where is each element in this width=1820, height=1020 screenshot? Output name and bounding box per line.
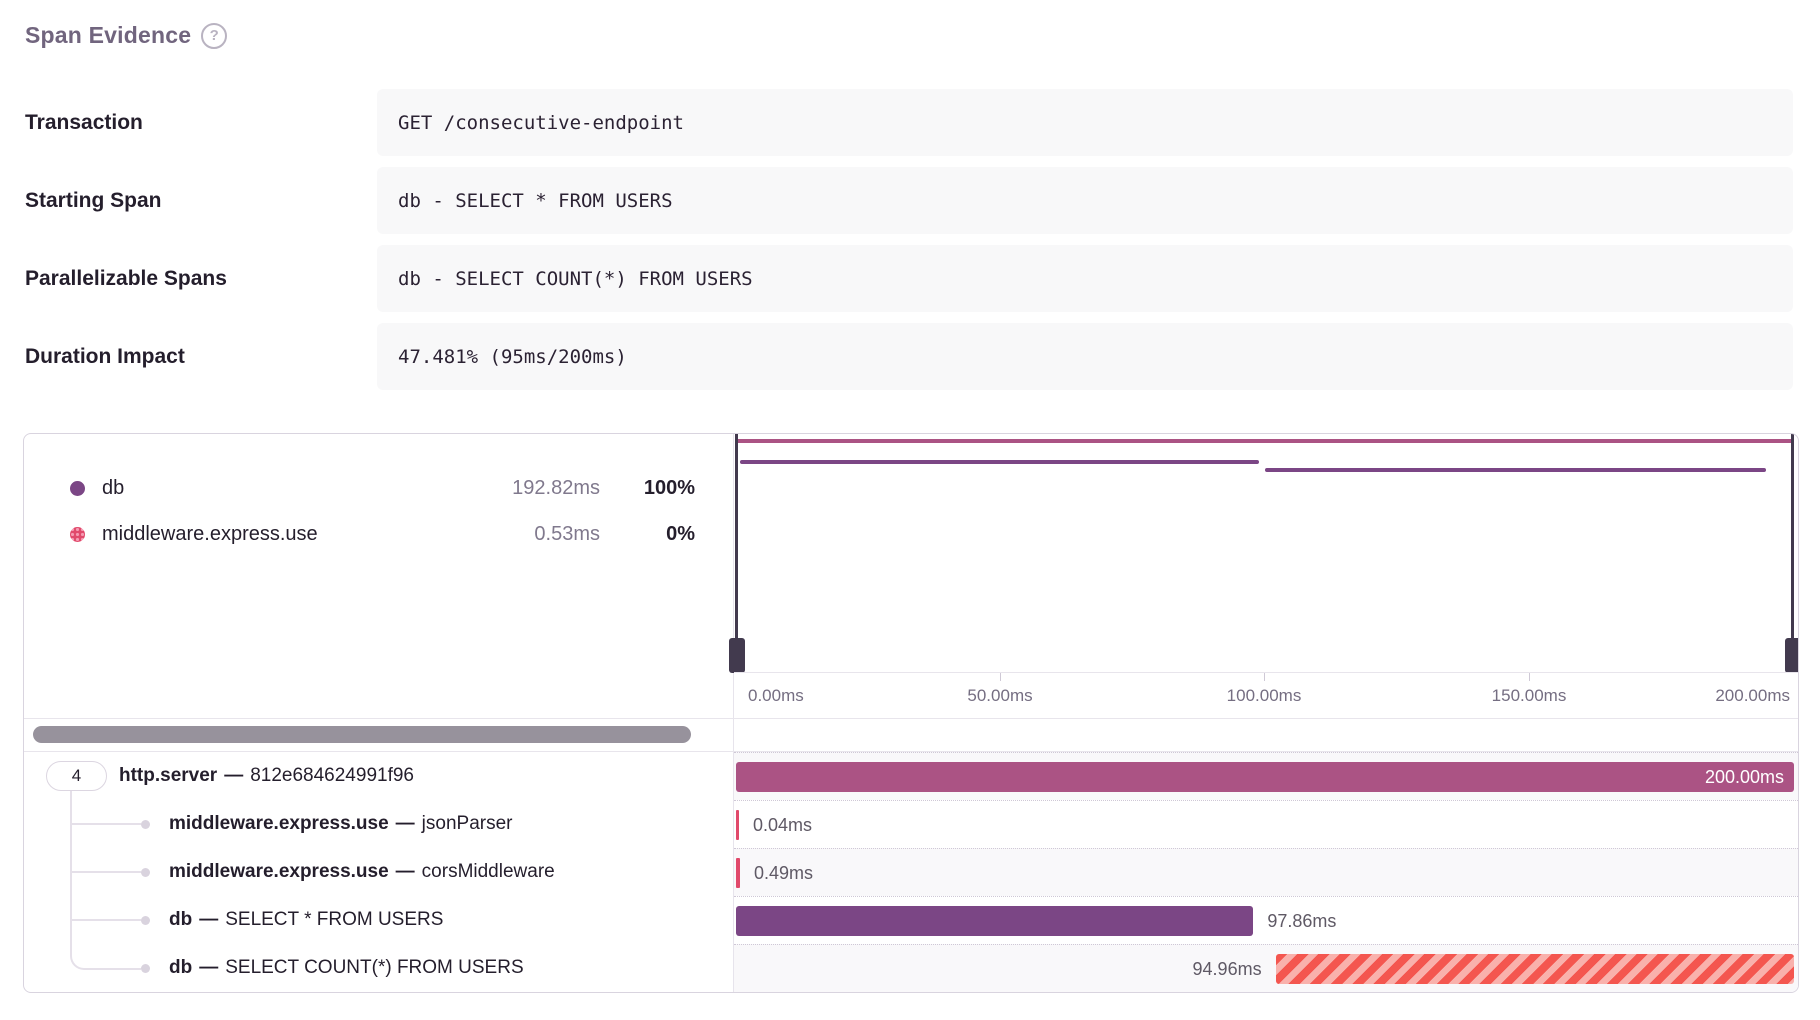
trace-view-panel: db 192.82ms 100% middleware.express.use … bbox=[23, 433, 1799, 993]
legend-duration: 0.53ms bbox=[534, 522, 600, 545]
tree-node-dot-icon bbox=[141, 915, 150, 925]
tree-connector-line bbox=[70, 823, 141, 825]
separator-dash: — bbox=[199, 909, 219, 930]
span-duration-label: 94.96ms bbox=[1192, 959, 1262, 979]
scrollbar-thumb[interactable] bbox=[33, 726, 691, 743]
legend-duration: 192.82ms bbox=[512, 476, 600, 499]
tree-connector-line bbox=[70, 871, 141, 873]
separator-dash: — bbox=[199, 957, 219, 978]
minimap-span-db-count bbox=[1265, 468, 1767, 472]
tree-node-dot-icon bbox=[141, 867, 150, 877]
span-description: jsonParser bbox=[421, 813, 513, 834]
span-op: db bbox=[169, 957, 193, 978]
span-bar-corsmiddleware[interactable]: 0.49ms bbox=[736, 858, 813, 888]
span-bar-db-count-hatched[interactable]: 94.96ms bbox=[1193, 954, 1794, 984]
tree-connector-elbow bbox=[70, 942, 141, 970]
evidence-value: db - SELECT * FROM USERS bbox=[377, 167, 1793, 234]
tree-connector-line bbox=[70, 791, 72, 942]
page-title: Span Evidence bbox=[25, 22, 192, 48]
minimap-left-drag-handle[interactable] bbox=[728, 434, 745, 673]
span-tree: 4 http.server — 812e684624991f96 middlewar… bbox=[24, 752, 734, 992]
axis-label-50ms: 50.00ms bbox=[967, 685, 1033, 705]
axis-tick bbox=[1000, 673, 1001, 681]
evidence-label: Transaction bbox=[25, 110, 143, 134]
waterfall-row-jsonparser[interactable]: 0.04ms bbox=[734, 800, 1798, 848]
waterfall-row-http-server[interactable]: 200.00ms bbox=[734, 752, 1798, 800]
span-description: 812e684624991f96 bbox=[250, 765, 414, 786]
span-bar-http-server[interactable]: 200.00ms bbox=[736, 762, 1794, 792]
evidence-value: GET /consecutive-endpoint bbox=[377, 89, 1793, 156]
minimap-span-db-select bbox=[740, 460, 1259, 464]
span-description: corsMiddleware bbox=[421, 861, 555, 882]
waterfall-row-db-count[interactable]: 94.96ms bbox=[734, 944, 1798, 992]
separator-dash: — bbox=[395, 861, 415, 882]
span-evidence-table: Transaction GET /consecutive-endpoint St… bbox=[0, 89, 1820, 401]
span-tree-row-http-server[interactable]: 4 http.server — 812e684624991f96 bbox=[24, 752, 733, 800]
span-evidence-header: Span Evidence ? bbox=[25, 22, 228, 49]
span-duration-label: 200.00ms bbox=[1704, 767, 1784, 787]
axis-tick bbox=[1529, 673, 1530, 681]
span-tree-row-db-select[interactable]: db — SELECT * FROM USERS bbox=[24, 896, 733, 944]
legend-op: middleware.express.use bbox=[102, 522, 318, 545]
evidence-row-transaction: Transaction GET /consecutive-endpoint bbox=[0, 89, 1820, 156]
span-duration-label: 0.04ms bbox=[753, 815, 813, 835]
legend-row-middleware[interactable]: middleware.express.use 0.53ms 0% bbox=[24, 511, 733, 557]
evidence-row-parallelizable-spans: Parallelizable Spans db - SELECT COUNT(*… bbox=[0, 245, 1820, 312]
evidence-label: Parallelizable Spans bbox=[25, 266, 227, 290]
minimap-right-drag-handle[interactable] bbox=[1784, 434, 1798, 673]
span-op: http.server bbox=[119, 765, 218, 786]
drag-grip-icon[interactable] bbox=[728, 638, 745, 673]
db-legend-dot-icon bbox=[70, 480, 85, 496]
legend-percent: 0% bbox=[666, 522, 695, 545]
children-count-badge[interactable]: 4 bbox=[46, 761, 107, 791]
span-legend: db 192.82ms 100% middleware.express.use … bbox=[24, 434, 733, 557]
tree-node-dot-icon bbox=[141, 963, 150, 973]
span-op: db bbox=[169, 909, 193, 930]
evidence-label: Starting Span bbox=[25, 188, 162, 212]
axis-label-200ms: 200.00ms bbox=[1715, 685, 1790, 705]
evidence-label: Duration Impact bbox=[25, 344, 185, 368]
axis-label-100ms: 100.00ms bbox=[1226, 685, 1302, 705]
span-bar-db-select[interactable]: 97.86ms bbox=[736, 906, 1336, 936]
legend-op: db bbox=[102, 476, 125, 499]
tree-connector-line bbox=[70, 919, 141, 921]
axis-tick bbox=[1264, 673, 1265, 681]
waterfall-row-corsmiddleware[interactable]: 0.49ms bbox=[734, 848, 1798, 896]
axis-label-0ms: 0.00ms bbox=[748, 685, 804, 705]
trace-minimap[interactable] bbox=[728, 434, 1798, 673]
waterfall-row-db-select[interactable]: 97.86ms bbox=[734, 896, 1798, 944]
circle-question-icon[interactable]: ? bbox=[201, 22, 228, 49]
span-bar-jsonparser[interactable]: 0.04ms bbox=[736, 810, 812, 840]
legend-percent: 100% bbox=[643, 476, 695, 499]
separator-dash: — bbox=[395, 813, 415, 834]
evidence-row-starting-span: Starting Span db - SELECT * FROM USERS bbox=[0, 167, 1820, 234]
minimap-time-axis: 0.00ms 50.00ms 100.00ms 150.00ms 200.00m… bbox=[734, 672, 1798, 718]
middleware-legend-dot-icon bbox=[70, 526, 85, 542]
span-duration-label: 0.49ms bbox=[754, 863, 814, 883]
span-duration-label: 97.86ms bbox=[1267, 911, 1337, 931]
axis-label-150ms: 150.00ms bbox=[1491, 685, 1567, 705]
scrollbar-track[interactable] bbox=[24, 719, 734, 751]
minimap-span-http-server bbox=[736, 439, 1794, 443]
scrollbar-row bbox=[24, 718, 1798, 752]
minimap-timeline bbox=[736, 434, 1794, 672]
drag-grip-icon[interactable] bbox=[1784, 638, 1798, 673]
span-description: SELECT COUNT(*) FROM USERS bbox=[225, 957, 524, 978]
separator-dash: — bbox=[224, 765, 244, 786]
span-op: middleware.express.use bbox=[169, 813, 389, 834]
evidence-row-duration-impact: Duration Impact 47.481% (95ms/200ms) bbox=[0, 323, 1820, 390]
span-tree-row-jsonparser[interactable]: middleware.express.use — jsonParser bbox=[24, 800, 733, 848]
span-tree-row-db-count[interactable]: db — SELECT COUNT(*) FROM USERS bbox=[24, 944, 733, 992]
evidence-value: 47.481% (95ms/200ms) bbox=[377, 323, 1793, 390]
tree-node-dot-icon bbox=[141, 819, 150, 829]
legend-row-db[interactable]: db 192.82ms 100% bbox=[24, 465, 733, 511]
span-op: middleware.express.use bbox=[169, 861, 389, 882]
span-description: SELECT * FROM USERS bbox=[225, 909, 444, 930]
span-waterfall: 200.00ms 0.04ms 0.49ms bbox=[734, 752, 1798, 992]
evidence-value: db - SELECT COUNT(*) FROM USERS bbox=[377, 245, 1793, 312]
span-tree-row-corsmiddleware[interactable]: middleware.express.use — corsMiddleware bbox=[24, 848, 733, 896]
